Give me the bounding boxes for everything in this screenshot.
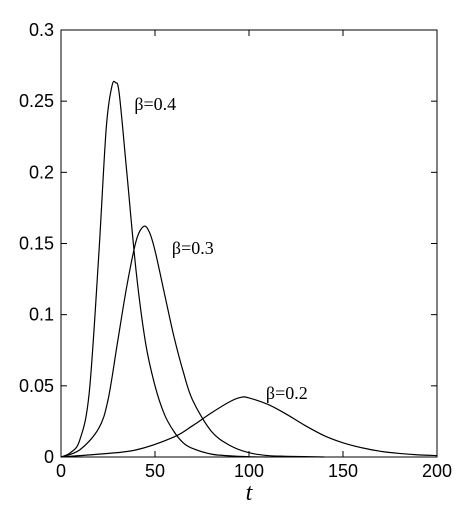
series-label-0: β=0.4	[134, 94, 176, 114]
y-tick-label: 0.15	[19, 234, 54, 254]
y-tick-label: 0.3	[29, 20, 54, 40]
plot-frame	[60, 29, 438, 458]
series-label-1: β=0.3	[172, 238, 214, 258]
y-tick-label: 0.1	[29, 305, 54, 325]
x-tick-label: 50	[145, 461, 165, 481]
x-tick-label: 100	[234, 461, 264, 481]
y-tick-label: 0.25	[19, 91, 54, 111]
x-axis-label: t	[246, 480, 254, 506]
y-tick-label: 0.05	[19, 376, 54, 396]
x-tick-label: 150	[328, 461, 358, 481]
series-line-1	[60, 225, 325, 458]
y-tick-label: 0	[44, 447, 54, 467]
series-line-2	[60, 396, 438, 458]
x-tick-label: 0	[56, 461, 66, 481]
series-label-2: β=0.2	[266, 383, 308, 403]
y-tick-label: 0.2	[29, 162, 54, 182]
series-line-0	[60, 80, 268, 458]
x-tick-label: 200	[422, 461, 452, 481]
